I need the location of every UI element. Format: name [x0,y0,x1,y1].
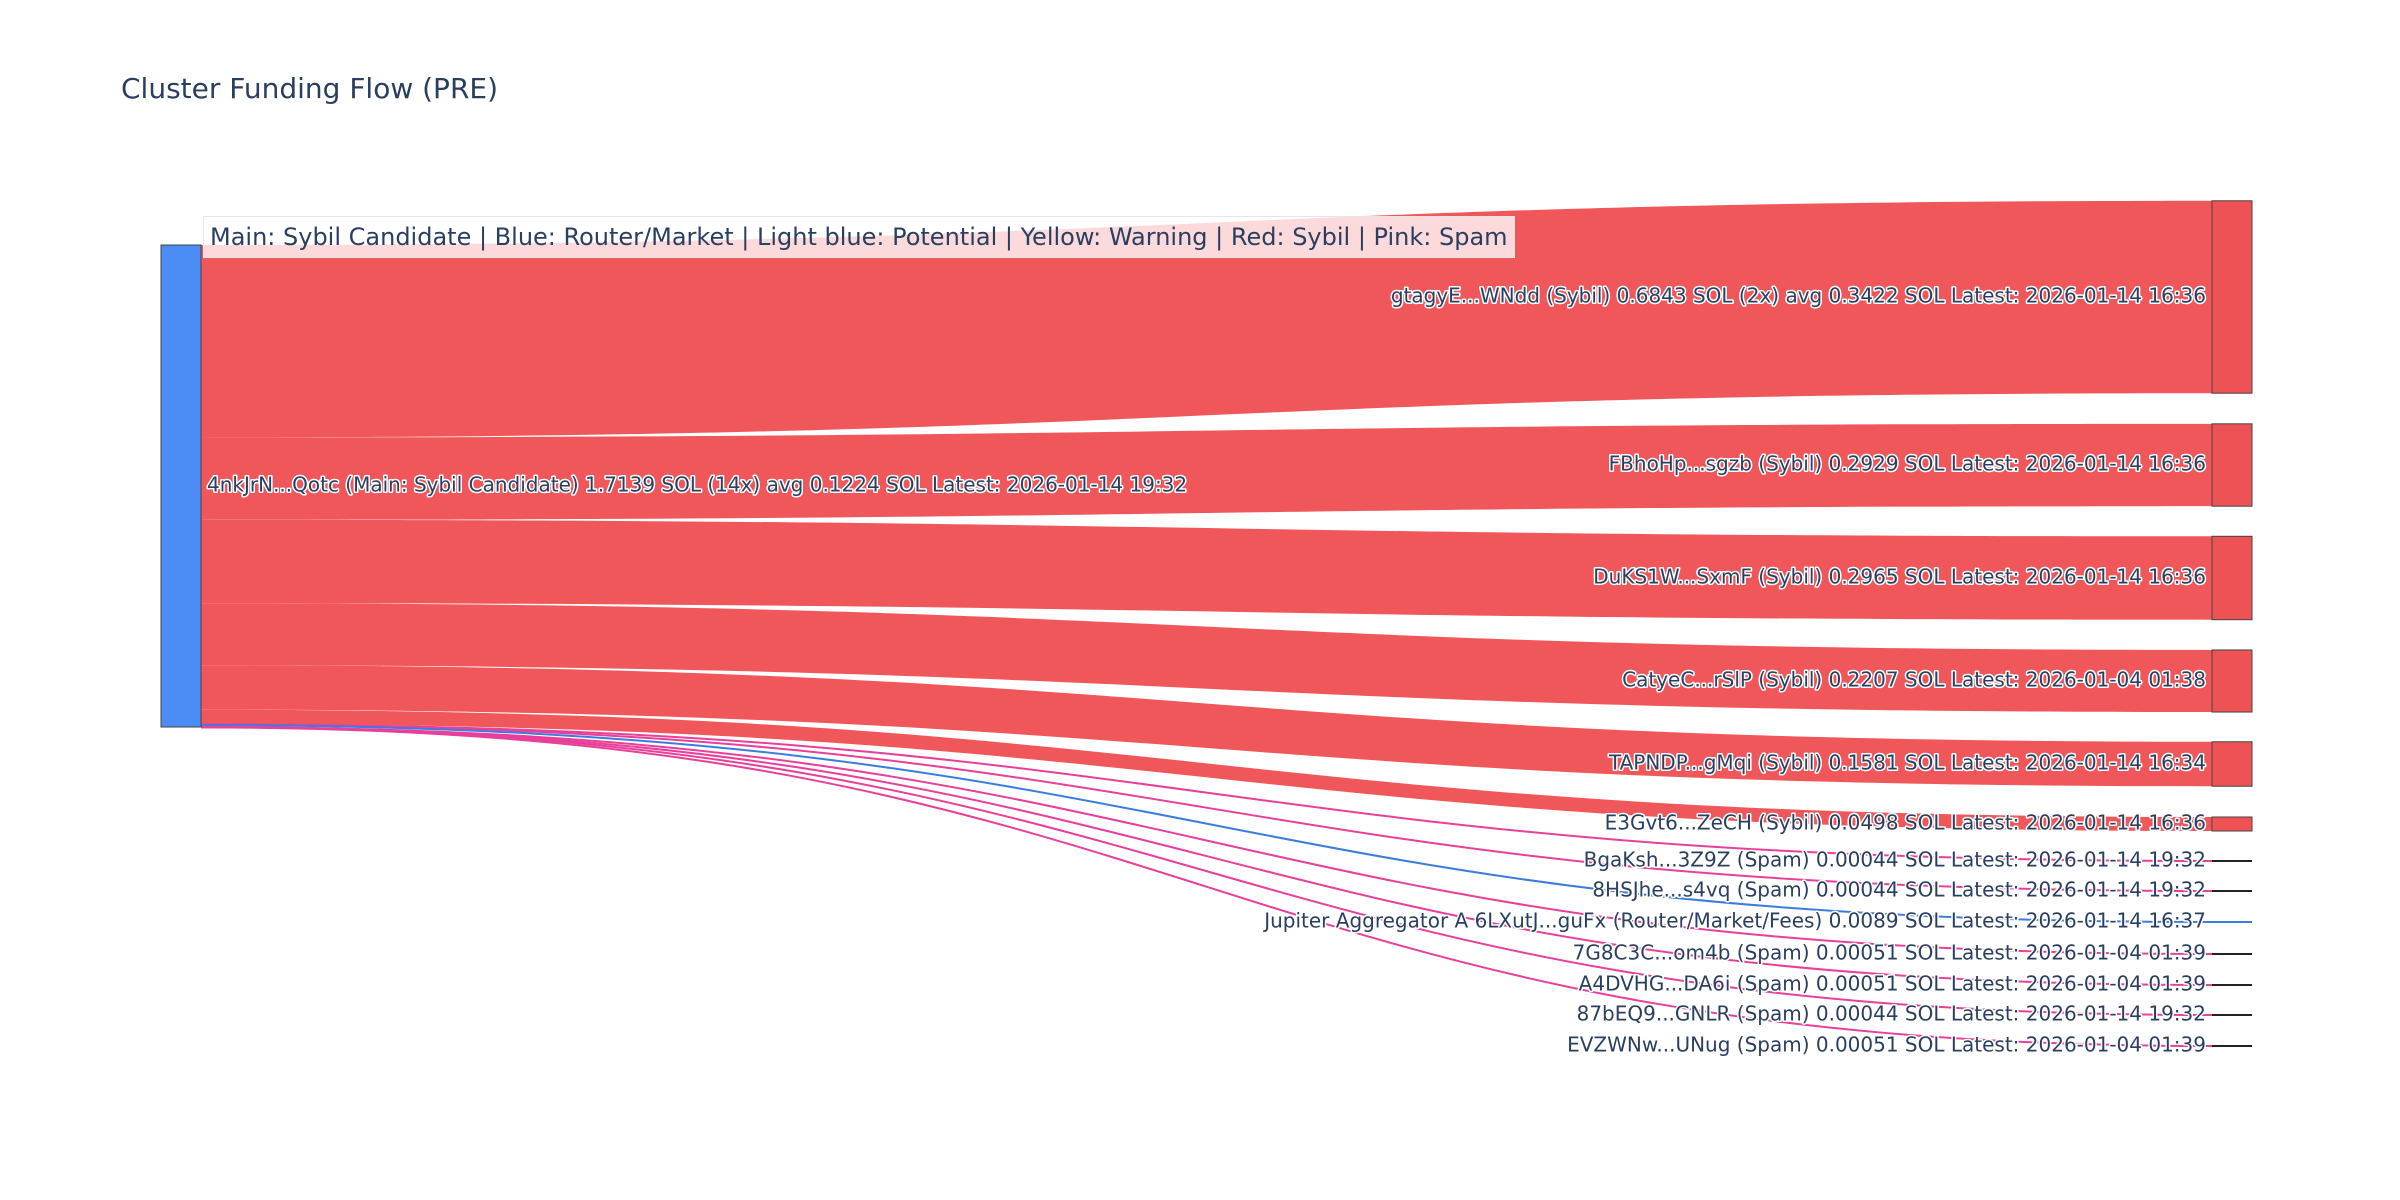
chart-title: Cluster Funding Flow (PRE) [121,72,499,105]
target-node-label-4: CatyeC...rSlP (Sybil) 0.2207 SOL Latest:… [1622,668,2206,692]
flow-nodes [160,200,2253,1047]
target-node-label-5: TAPNDP...gMqi (Sybil) 0.1581 SOL Latest:… [1608,751,2206,775]
flow-link-3 [201,519,2212,620]
target-node-1 [2211,200,2253,394]
target-node-9 [2212,921,2252,923]
flow-link-5 [201,665,2212,787]
legend-annotation: Main: Sybil Candidate | Blue: Router/Mar… [203,216,1515,258]
flow-link-10 [200,725,2213,955]
flow-link-13 [200,726,2213,1047]
target-node-8 [2212,890,2252,892]
target-node-label-3: DuKS1W...SxmF (Sybil) 0.2965 SOL Latest:… [1593,565,2206,589]
target-node-6 [2211,816,2253,832]
target-node-4 [2211,649,2253,713]
target-node-12 [2212,1014,2252,1016]
flow-link-7 [200,723,2213,862]
target-node-label-11: A4DVHG...DA6i (Spam) 0.00051 SOL Latest:… [1579,972,2206,996]
flow-link-9 [200,724,2213,923]
target-node-13 [2212,1045,2252,1047]
target-node-label-6: E3Gvt6...ZeCH (Sybil) 0.0498 SOL Latest:… [1605,811,2206,835]
target-node-label-10: 7G8C3C...om4b (Spam) 0.00051 SOL Latest:… [1573,941,2206,965]
target-node-label-8: 8HSJhe...s4vq (Spam) 0.00044 SOL Latest:… [1592,878,2206,902]
flow-links [200,200,2213,1047]
flow-link-4 [201,603,2212,713]
target-node-2 [2211,423,2253,507]
target-node-11 [2212,984,2252,986]
flow-link-8 [200,723,2213,892]
source-node [160,244,202,728]
target-node-label-13: EVZWNw...UNug (Spam) 0.00051 SOL Latest:… [1567,1033,2206,1057]
source-node-label: 4nkJrN...Qotc (Main: Sybil Candidate) 1.… [207,473,1187,497]
target-node-label-2: FBhoHp...sgzb (Sybil) 0.2929 SOL Latest:… [1609,452,2206,476]
flow-link-1 [201,200,2212,438]
target-node-3 [2211,535,2253,621]
flow-link-11 [200,726,2213,986]
target-node-label-7: BgaKsh...3Z9Z (Spam) 0.00044 SOL Latest:… [1584,848,2206,872]
target-node-10 [2212,953,2252,955]
flow-link-6 [201,709,2212,832]
target-node-5 [2211,741,2253,787]
target-node-label-12: 87bEQ9...GNLR (Spam) 0.00044 SOL Latest:… [1577,1002,2206,1026]
target-node-label-9: Jupiter Aggregator A 6LXutJ...guFx (Rout… [1262,909,2206,933]
node-labels: 4nkJrN...Qotc (Main: Sybil Candidate) 1.… [206,282,2208,1058]
target-node-label-1: gtagyE...WNdd (Sybil) 0.6843 SOL (2x) av… [1391,284,2206,308]
target-node-7 [2212,860,2252,862]
flow-link-12 [200,726,2213,1016]
flow-link-2 [201,423,2212,520]
